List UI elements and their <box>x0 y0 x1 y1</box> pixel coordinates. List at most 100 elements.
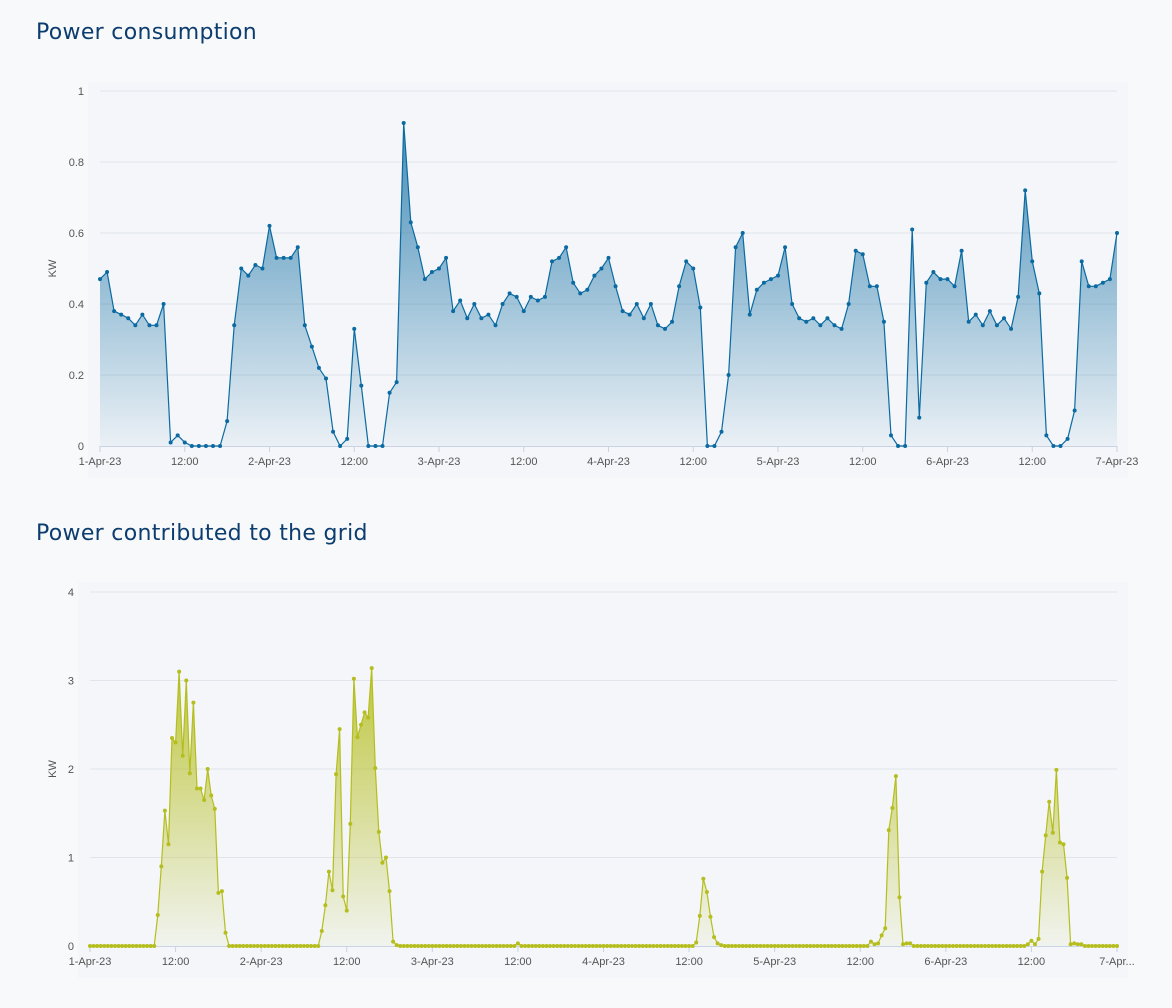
data-point <box>319 928 324 933</box>
data-point <box>145 944 150 948</box>
data-point <box>476 944 481 948</box>
data-point <box>112 944 117 948</box>
data-point <box>159 864 164 869</box>
data-point <box>429 270 434 275</box>
data-point <box>1050 830 1055 835</box>
data-point <box>836 944 841 948</box>
data-point <box>184 678 189 683</box>
data-point <box>260 266 265 271</box>
data-point <box>708 914 713 919</box>
data-point <box>765 944 770 948</box>
data-point <box>804 944 809 948</box>
x-tick-label: 1-Apr-23 <box>79 456 122 468</box>
data-point <box>578 291 583 296</box>
data-point <box>521 309 526 314</box>
data-point <box>1051 444 1056 448</box>
data-point <box>761 280 766 285</box>
data-point <box>205 767 210 771</box>
data-point <box>846 302 851 306</box>
data-point <box>565 944 570 948</box>
data-point <box>152 944 157 948</box>
data-point <box>211 444 215 448</box>
x-tick-label: 5-Apr-23 <box>757 456 800 468</box>
data-point <box>726 944 731 948</box>
x-tick-label: 3-Apr-23 <box>411 956 454 968</box>
data-point <box>437 944 442 948</box>
data-point <box>690 944 695 948</box>
data-point <box>323 903 328 908</box>
x-tick-label: 12:00 <box>679 456 707 468</box>
data-point <box>126 316 131 321</box>
data-point <box>316 944 321 948</box>
data-point <box>740 944 745 948</box>
data-point <box>744 944 749 948</box>
data-point <box>897 895 902 900</box>
data-point <box>583 944 588 948</box>
data-point <box>498 944 503 948</box>
data-point <box>861 944 866 948</box>
data-point <box>345 436 350 441</box>
data-point <box>1065 436 1070 441</box>
data-point <box>408 220 413 225</box>
data-point <box>331 429 336 434</box>
data-point <box>194 786 199 791</box>
data-point <box>619 944 624 948</box>
data-point <box>309 944 314 948</box>
data-point <box>726 373 731 377</box>
data-point <box>423 944 428 948</box>
data-point <box>366 715 371 720</box>
data-point <box>704 890 709 895</box>
data-point <box>641 316 646 321</box>
data-point <box>687 944 692 948</box>
data-point <box>826 944 831 948</box>
data-point <box>876 941 881 946</box>
data-point <box>712 444 717 448</box>
data-point <box>754 287 759 292</box>
data-point <box>1093 944 1098 948</box>
data-point <box>1008 944 1013 948</box>
data-point <box>416 944 421 948</box>
x-tick-label: 12:00 <box>675 956 703 968</box>
data-point <box>1093 284 1098 289</box>
data-point <box>227 944 232 948</box>
data-point <box>972 944 977 948</box>
data-point <box>758 944 763 948</box>
data-point <box>715 941 720 946</box>
data-point <box>601 944 606 948</box>
x-tick-label: 1-Apr-23 <box>69 956 112 968</box>
data-point <box>1097 944 1102 948</box>
data-point <box>512 944 517 948</box>
data-point <box>412 944 417 948</box>
data-point <box>940 944 945 948</box>
data-point <box>212 806 217 811</box>
data-point <box>854 944 859 948</box>
data-point <box>608 944 613 948</box>
data-point <box>109 944 114 948</box>
data-point <box>219 889 224 894</box>
x-tick-label: 7-Apr-23 <box>1096 456 1139 468</box>
data-point <box>528 294 533 299</box>
data-point <box>123 944 128 948</box>
data-point <box>394 943 399 948</box>
data-point <box>818 323 823 328</box>
data-point <box>825 316 830 321</box>
data-point <box>102 944 107 948</box>
data-point <box>98 944 103 948</box>
data-point <box>415 245 420 250</box>
data-point <box>564 245 569 250</box>
data-point <box>840 944 845 948</box>
data-point <box>867 284 872 289</box>
data-point <box>1057 840 1062 845</box>
data-point <box>341 894 346 899</box>
data-point <box>369 666 374 671</box>
data-point <box>938 277 943 282</box>
data-point <box>548 944 553 948</box>
data-point <box>1016 294 1021 299</box>
data-point <box>269 944 274 948</box>
data-point <box>1072 408 1077 413</box>
data-point <box>1002 316 1006 321</box>
data-point <box>337 727 342 732</box>
data-point <box>654 944 659 948</box>
data-point <box>555 944 560 948</box>
